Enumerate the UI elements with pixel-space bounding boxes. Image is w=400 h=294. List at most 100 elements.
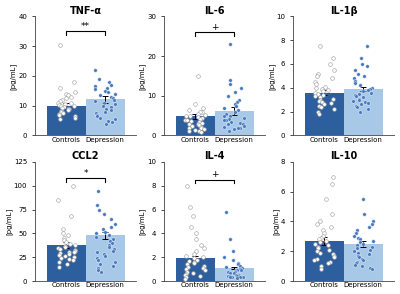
Point: [366, 252, 372, 257]
Point: [330, 56, 337, 60]
Point: [110, 96, 116, 101]
Point: [108, 108, 114, 113]
Y-axis label: [pg/mL]: [pg/mL]: [273, 208, 280, 235]
Bar: [46, 245, 86, 281]
Point: [195, 128, 202, 133]
Point: [184, 183, 190, 188]
Point: [353, 94, 359, 98]
Point: [368, 90, 374, 95]
Point: [108, 105, 115, 109]
Point: [231, 270, 238, 275]
Point: [109, 240, 115, 245]
Point: [234, 272, 241, 276]
Bar: [215, 268, 254, 281]
Point: [235, 97, 242, 102]
Point: [196, 120, 202, 124]
Y-axis label: [pg/mL]: [pg/mL]: [139, 62, 146, 89]
Point: [319, 100, 326, 104]
Point: [225, 273, 231, 278]
Point: [321, 102, 328, 107]
Point: [352, 93, 358, 97]
Point: [195, 115, 201, 120]
Point: [221, 124, 228, 129]
Point: [92, 84, 99, 89]
Point: [186, 107, 192, 112]
Point: [62, 254, 68, 259]
Point: [108, 217, 114, 221]
Point: [357, 237, 364, 242]
Point: [188, 225, 194, 230]
Point: [97, 262, 104, 266]
Point: [200, 255, 206, 260]
Point: [331, 253, 337, 258]
Point: [199, 109, 206, 114]
Point: [66, 106, 72, 111]
Text: +: +: [211, 170, 218, 179]
Point: [237, 263, 243, 268]
Point: [325, 243, 332, 248]
Point: [101, 100, 108, 105]
Point: [61, 105, 68, 109]
Point: [317, 240, 324, 245]
Point: [106, 244, 112, 249]
Point: [223, 117, 229, 122]
Point: [193, 231, 200, 236]
Point: [350, 234, 357, 239]
Point: [367, 248, 374, 252]
Point: [364, 64, 370, 69]
Point: [101, 212, 107, 217]
Point: [361, 212, 367, 216]
Point: [316, 98, 323, 103]
Title: IL-10: IL-10: [330, 151, 357, 161]
Point: [354, 250, 361, 255]
Point: [356, 91, 362, 96]
Point: [182, 117, 188, 122]
Point: [232, 269, 238, 273]
Point: [359, 62, 366, 66]
Point: [106, 233, 112, 238]
Point: [317, 44, 323, 49]
Point: [105, 90, 111, 95]
Point: [56, 260, 62, 264]
Point: [103, 106, 109, 111]
Point: [312, 94, 318, 98]
Point: [57, 251, 64, 256]
Point: [72, 115, 79, 120]
Point: [71, 90, 78, 95]
Point: [364, 101, 371, 106]
Point: [71, 249, 77, 254]
Point: [233, 273, 239, 278]
Point: [200, 265, 206, 270]
Point: [59, 97, 65, 102]
Point: [184, 262, 190, 267]
Point: [320, 228, 326, 233]
Point: [66, 250, 72, 255]
Point: [226, 275, 233, 279]
Point: [326, 62, 333, 66]
Point: [235, 273, 241, 278]
Point: [358, 256, 365, 261]
Point: [56, 112, 62, 117]
Bar: [344, 89, 383, 136]
Point: [61, 238, 68, 243]
Point: [57, 246, 64, 251]
Y-axis label: [pg/mL]: [pg/mL]: [10, 62, 17, 89]
Point: [354, 104, 360, 109]
Point: [366, 225, 372, 230]
Point: [234, 274, 240, 278]
Point: [328, 182, 335, 187]
Title: IL-6: IL-6: [204, 6, 225, 16]
Point: [356, 97, 362, 102]
Point: [195, 122, 202, 127]
Point: [57, 86, 63, 90]
Point: [235, 107, 241, 112]
Point: [190, 213, 196, 218]
Point: [232, 109, 238, 114]
Point: [359, 264, 365, 268]
Point: [329, 212, 336, 216]
Point: [237, 120, 244, 125]
Point: [331, 255, 337, 260]
Point: [235, 126, 241, 131]
Point: [331, 68, 337, 72]
Point: [100, 103, 106, 108]
